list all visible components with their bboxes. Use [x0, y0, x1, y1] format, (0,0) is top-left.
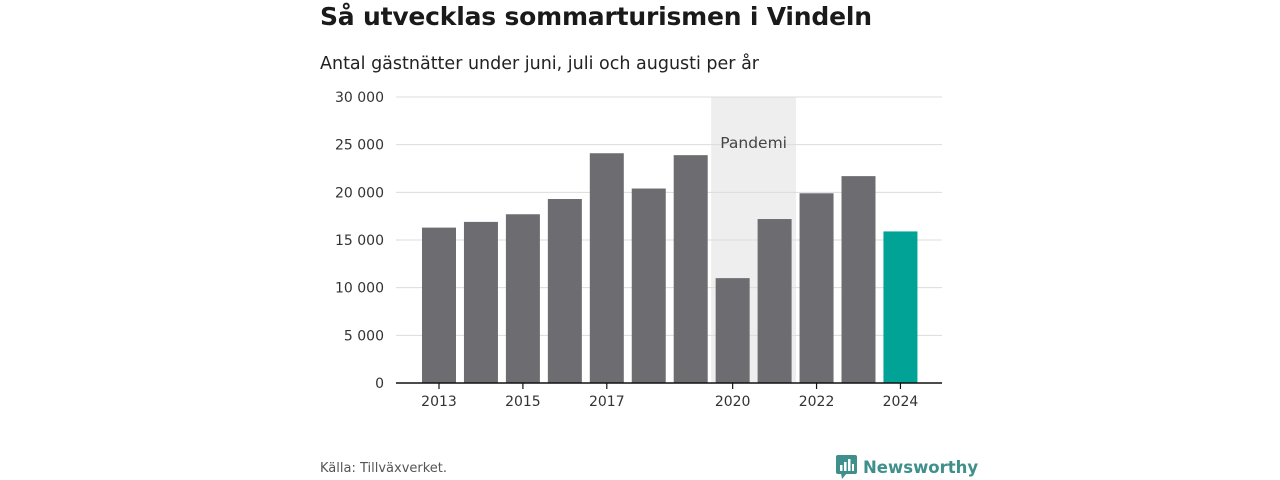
bar-2018: [631, 188, 666, 383]
y-tick-label: 10 000: [335, 281, 384, 297]
bar-2019: [673, 155, 708, 383]
x-tick-layer: 2013 2015 2017 2020 2022 2024: [421, 383, 918, 410]
bar-2024: [883, 231, 918, 383]
y-tick-label: 30 000: [335, 90, 384, 106]
bar-2015: [505, 214, 540, 383]
bar-2016: [547, 199, 582, 383]
y-tick-label: 5 000: [344, 328, 384, 344]
newsworthy-logo-icon: [836, 455, 857, 479]
x-tick-label: 2024: [883, 394, 919, 410]
pandemic-label: Pandemi: [720, 134, 787, 152]
chart-subtitle: Antal gästnätter under juni, juli och au…: [320, 54, 759, 74]
y-tick-label: 0: [375, 376, 384, 392]
y-tick-label-layer: 0 5 000 10 000 15 000 20 000 25 000 30 000: [335, 90, 384, 392]
x-tick-label: 2020: [715, 394, 751, 410]
newsworthy-brand[interactable]: Newsworthy: [836, 455, 978, 479]
bar-2020: [715, 278, 750, 383]
source-note: Källa: Tillväxverket.: [320, 461, 448, 476]
y-tick-label: 25 000: [335, 138, 384, 154]
y-tick-label: 20 000: [335, 185, 384, 201]
x-tick-label: 2015: [505, 394, 541, 410]
bar-2022: [799, 193, 834, 383]
brand-name: Newsworthy: [863, 457, 979, 477]
bar-2014: [463, 221, 498, 383]
bar-2013: [422, 227, 456, 383]
x-tick-label: 2017: [589, 394, 625, 410]
annotation-layer: Pandemi: [720, 134, 787, 152]
x-tick-label: 2013: [421, 394, 457, 410]
bar-2021: [757, 219, 792, 383]
x-tick-label: 2022: [799, 394, 835, 410]
bar-layer: [422, 153, 918, 383]
y-tick-label: 15 000: [335, 233, 384, 249]
bar-2017: [589, 153, 624, 383]
bar-2023: [841, 176, 876, 383]
chart-title: Så utvecklas sommarturismen i Vindeln: [320, 2, 872, 31]
